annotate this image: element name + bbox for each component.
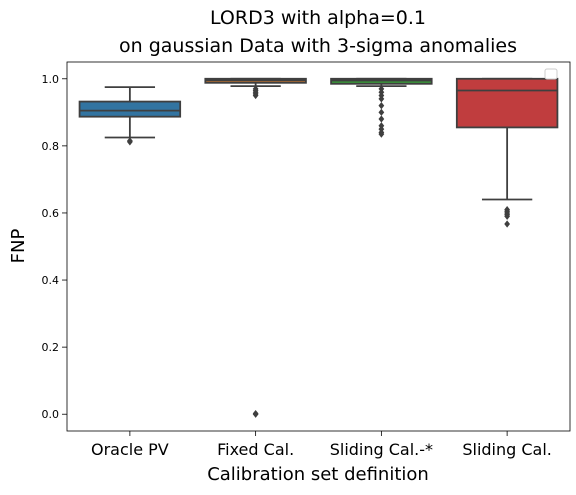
box-3 <box>330 77 433 138</box>
outlier-point <box>378 102 385 110</box>
outlier-point <box>504 220 511 228</box>
chart-title-line1: LORD3 with alpha=0.1 <box>210 7 426 29</box>
y-axis-label: FNP <box>8 229 29 264</box>
x-tick-label: Fixed Cal. <box>217 440 294 459</box>
y-tick-label: 0.6 <box>42 207 60 220</box>
legend-box <box>544 68 558 80</box>
y-tick-label: 0.2 <box>42 341 60 354</box>
outlier-point <box>378 108 385 116</box>
outlier-point <box>126 137 133 145</box>
box-1 <box>78 86 182 146</box>
box-2 <box>204 77 307 418</box>
outlier-point <box>378 130 385 138</box>
x-tick-label: Oracle PV <box>91 440 169 459</box>
y-tick-label: 0.8 <box>42 140 60 153</box>
outlier-point <box>252 409 259 418</box>
x-tick-label: Sliding Cal.-* <box>330 440 433 459</box>
plot-frame <box>66 61 571 432</box>
outlier-point <box>378 95 385 103</box>
plot-area <box>78 77 559 418</box>
iqr-box <box>78 100 182 118</box>
y-axis: 0.0 0.2 0.4 0.6 0.8 1.0 <box>42 73 67 421</box>
box-4 <box>455 77 559 228</box>
outlier-point <box>252 85 259 93</box>
y-tick-label: 1.0 <box>42 73 60 86</box>
x-tick-label: Sliding Cal. <box>462 440 552 459</box>
y-tick-label: 0.0 <box>42 408 60 421</box>
chart-title-line2: on gaussian Data with 3-sigma anomalies <box>119 35 517 57</box>
iqr-box <box>455 77 559 129</box>
y-tick-label: 0.4 <box>42 274 60 287</box>
outlier-point <box>504 212 511 220</box>
outlier-point <box>378 115 385 123</box>
x-axis-label: Calibration set definition <box>207 464 429 485</box>
x-axis: Oracle PV Fixed Cal. Sliding Cal.-* Sliding… <box>91 431 552 459</box>
